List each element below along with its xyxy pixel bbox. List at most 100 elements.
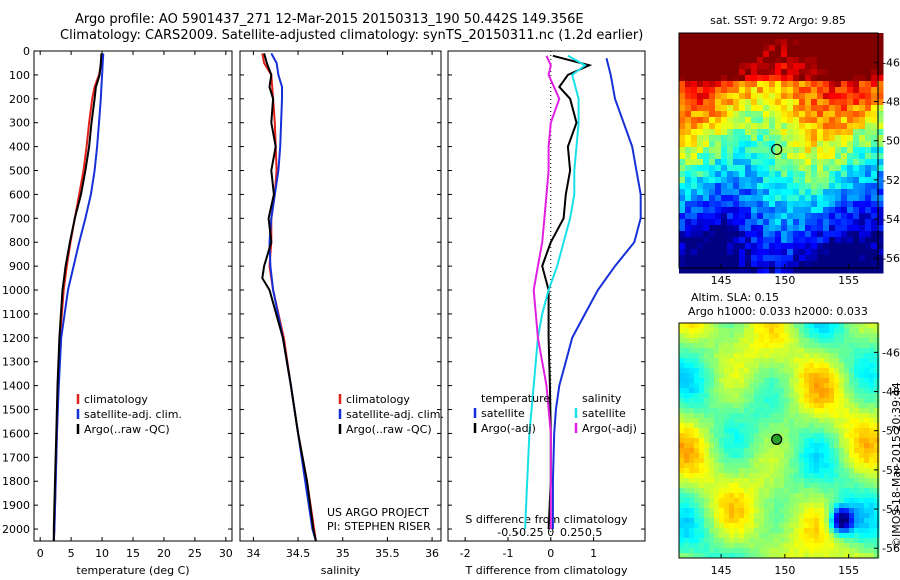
map-cell [679, 183, 686, 190]
map-cell [865, 147, 872, 154]
map-cell [834, 418, 840, 424]
map-cell [849, 473, 855, 479]
map-cell [729, 503, 735, 509]
map-cell [847, 129, 854, 136]
map-cell [684, 508, 690, 514]
map-cell [715, 147, 722, 154]
map-cell [794, 508, 800, 514]
map-cell [769, 117, 776, 124]
map-cell [853, 213, 860, 220]
map-cell [793, 141, 800, 148]
map-cell [794, 553, 800, 559]
map-cell [763, 111, 770, 118]
map-cell [819, 383, 825, 389]
map-cell [869, 343, 875, 349]
map-cell [685, 183, 692, 190]
map-cell [709, 225, 716, 232]
map-cell [789, 548, 795, 554]
map-cell [869, 323, 875, 329]
map-cell [781, 255, 788, 262]
map-cell [811, 195, 818, 202]
map-cell [691, 51, 698, 58]
map-cell [679, 141, 686, 148]
map-cell [694, 473, 700, 479]
map-cell [794, 488, 800, 494]
map-cell [865, 219, 872, 226]
map-cell [817, 261, 824, 268]
map-cell [874, 548, 880, 554]
map-cell [841, 39, 848, 46]
map-cell [714, 438, 720, 444]
map-cell [853, 87, 860, 94]
map-cell [733, 141, 740, 148]
map-cell [877, 237, 884, 244]
map-cell [799, 378, 805, 384]
map-cell [787, 189, 794, 196]
map-cell [847, 237, 854, 244]
map-cell [805, 75, 812, 82]
map-cell [871, 51, 878, 58]
map-cell [689, 438, 695, 444]
map-cell [774, 543, 780, 549]
map-cell [809, 483, 815, 489]
map-cell [699, 493, 705, 499]
map-cell [819, 483, 825, 489]
map-cell [819, 418, 825, 424]
map-cell [824, 513, 830, 519]
map-cell [835, 87, 842, 94]
map-cell [854, 548, 860, 554]
map-cell [844, 408, 850, 414]
map-cell [811, 177, 818, 184]
map-cell [805, 87, 812, 94]
map-cell [849, 403, 855, 409]
map-cell [719, 398, 725, 404]
map-cell [779, 333, 785, 339]
map-cell [799, 468, 805, 474]
map-cell [809, 338, 815, 344]
map-cell [829, 493, 835, 499]
map-cell [751, 183, 758, 190]
depth-tick-label: 200 [9, 93, 30, 106]
map-cell [749, 488, 755, 494]
depth-tick-label: 1600 [2, 427, 30, 440]
map-cell [854, 348, 860, 354]
map-cell [704, 488, 710, 494]
map-cell [775, 159, 782, 166]
map-cell [769, 123, 776, 130]
map-cell [703, 219, 710, 226]
map-cell [714, 478, 720, 484]
map-cell [759, 368, 765, 374]
map-cell [817, 57, 824, 64]
map-cell [724, 423, 730, 429]
map-cell [699, 358, 705, 364]
map-cell [829, 418, 835, 424]
map-cell [829, 39, 836, 46]
map-cell [691, 177, 698, 184]
map-cell [847, 231, 854, 238]
map-cell [849, 518, 855, 524]
map-cell [804, 393, 810, 399]
map-cell [734, 423, 740, 429]
map-cell [757, 63, 764, 70]
map-cell [854, 448, 860, 454]
map-cell [764, 403, 770, 409]
map-cell [811, 123, 818, 130]
map-cell [703, 243, 710, 250]
map-cell [849, 463, 855, 469]
map-cell [869, 498, 875, 504]
map-cell [853, 45, 860, 52]
map-cell [733, 63, 740, 70]
map-cell [689, 418, 695, 424]
salinity-difference-tick-label: 0.25 [560, 526, 585, 539]
map-cell [744, 388, 750, 394]
map-cell [841, 153, 848, 160]
map-cell [699, 423, 705, 429]
map-cell [754, 398, 760, 404]
map-cell [733, 117, 740, 124]
map-cell [799, 523, 805, 529]
map-cell [759, 388, 765, 394]
map-cell [721, 219, 728, 226]
map-cell [719, 363, 725, 369]
map-cell [689, 473, 695, 479]
